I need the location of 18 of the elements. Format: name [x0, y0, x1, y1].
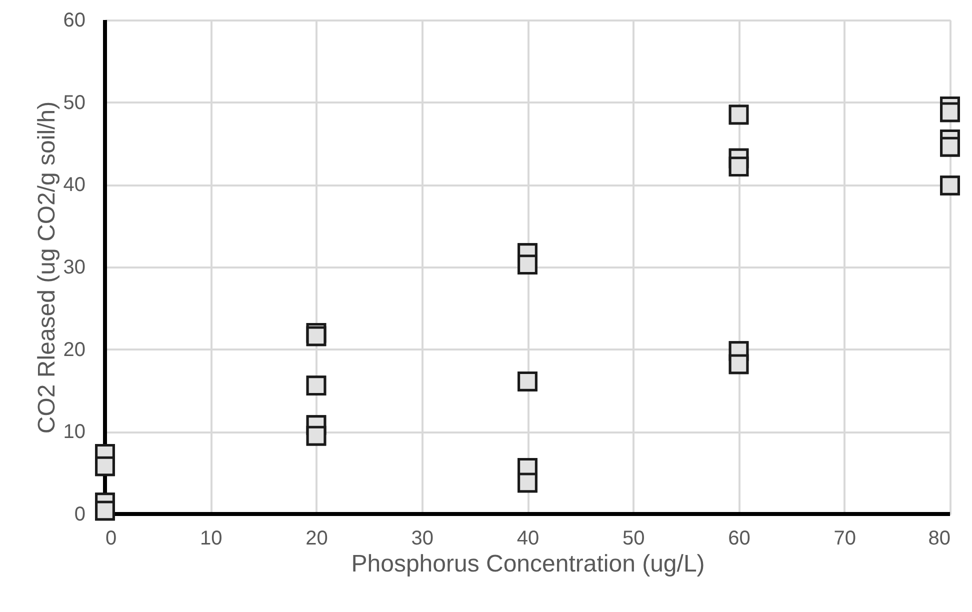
x-axis-title: Phosphorus Concentration (ug/L) [351, 550, 705, 578]
x-tick-label: 0 [106, 528, 117, 550]
y-tick-label: 10 [63, 421, 86, 444]
y-tick-label: 60 [63, 10, 86, 32]
x-tick-label: 10 [200, 528, 222, 550]
x-tick-label: 80 [928, 528, 950, 550]
x-tick-label: 40 [516, 528, 540, 550]
y-tick-label: 20 [63, 338, 86, 361]
y-tick-label: 30 [63, 256, 86, 278]
y-axis-title: CO2 Rleased (ug CO2/g soil/h) [33, 101, 60, 434]
y-tick-label: 0 [74, 504, 86, 526]
x-tick-label: 70 [834, 528, 856, 550]
x-tick-label: 20 [306, 528, 328, 550]
x-tick-label: 50 [622, 528, 645, 550]
y-tick-label: 40 [63, 174, 86, 196]
y-tick-label: 50 [63, 92, 86, 114]
x-tick-label: 30 [411, 528, 434, 550]
x-tick-label: 60 [728, 528, 750, 550]
